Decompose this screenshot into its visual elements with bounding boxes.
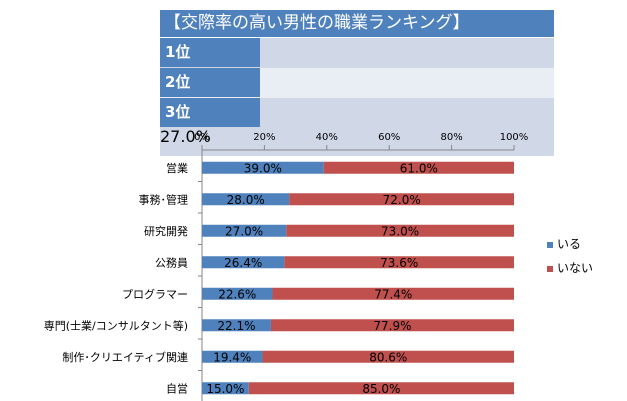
data-label: 28.0%: [227, 193, 265, 207]
category-label: 専門(士業/コンサルタント等): [44, 318, 188, 332]
category-label: 制作･クリエイティブ関連: [62, 350, 188, 364]
data-label: 73.6%: [380, 256, 418, 270]
ranking-rank: 3位: [160, 98, 260, 127]
ranking-rank: 1位: [160, 38, 260, 67]
ranking-rank: 2位: [160, 68, 260, 97]
bar-segment-inai: [323, 161, 514, 174]
data-label: 80.6%: [369, 350, 407, 364]
data-label: 22.1%: [217, 319, 255, 333]
x-tick-label: 80%: [440, 132, 462, 143]
bar-segment-inai: [272, 287, 514, 300]
category-label: 営業: [166, 161, 188, 175]
legend-label: いない: [557, 261, 593, 275]
x-tick-label: 40%: [316, 132, 338, 143]
ranking-row: 3位研究開発27.0%: [160, 98, 554, 156]
bar-segment-inai: [286, 224, 514, 237]
bar-segment-iru: [202, 224, 287, 237]
data-label: 77.9%: [373, 319, 411, 333]
x-tick-label: 60%: [378, 132, 400, 143]
bar-segment-iru: [202, 193, 290, 206]
x-tick-label: 20%: [253, 132, 275, 143]
bar-segment-iru: [202, 382, 249, 395]
bar-segment-inai: [248, 382, 515, 395]
data-label: 27.0%: [225, 224, 263, 238]
data-label: 26.4%: [224, 256, 262, 270]
data-label: 77.4%: [374, 287, 412, 301]
data-label: 39.0%: [244, 161, 282, 175]
category-label: 公務員: [155, 255, 188, 269]
bar-segment-iru: [202, 161, 324, 174]
bar-segment-iru: [202, 319, 271, 332]
bar-segment-iru: [202, 350, 263, 363]
data-label: 72.0%: [383, 193, 421, 207]
data-label: 19.4%: [213, 350, 251, 364]
legend-swatch: [547, 266, 553, 272]
ranking-percent: 27.0%: [160, 127, 554, 156]
bar-segment-inai: [284, 256, 514, 269]
data-label: 73.0%: [381, 224, 419, 238]
x-tick-label: 0%: [194, 132, 210, 143]
data-label: 61.0%: [400, 161, 438, 175]
category-label: プログラマー: [122, 287, 188, 301]
legend-label: いる: [557, 237, 581, 251]
category-label: 自営: [166, 381, 188, 395]
ranking-title: 【交際率の高い男性の職業ランキング】: [160, 10, 554, 37]
category-label: 事務･管理: [139, 192, 189, 206]
bar-segment-iru: [202, 256, 285, 269]
bar-segment-iru: [202, 287, 273, 300]
category-label: 研究開発: [144, 224, 188, 238]
data-label: 15.0%: [206, 382, 244, 396]
bar-segment-inai: [262, 350, 514, 363]
x-tick-label: 100%: [500, 132, 529, 143]
bar-segment-inai: [270, 319, 514, 332]
bar-segment-inai: [289, 193, 514, 206]
legend-swatch: [547, 242, 553, 248]
data-label: 85.0%: [362, 382, 400, 396]
data-label: 22.6%: [218, 287, 256, 301]
ranking-table-box: 【交際率の高い男性の職業ランキング】 1位営業39.0%2位事務･管理28.0%…: [160, 10, 554, 156]
